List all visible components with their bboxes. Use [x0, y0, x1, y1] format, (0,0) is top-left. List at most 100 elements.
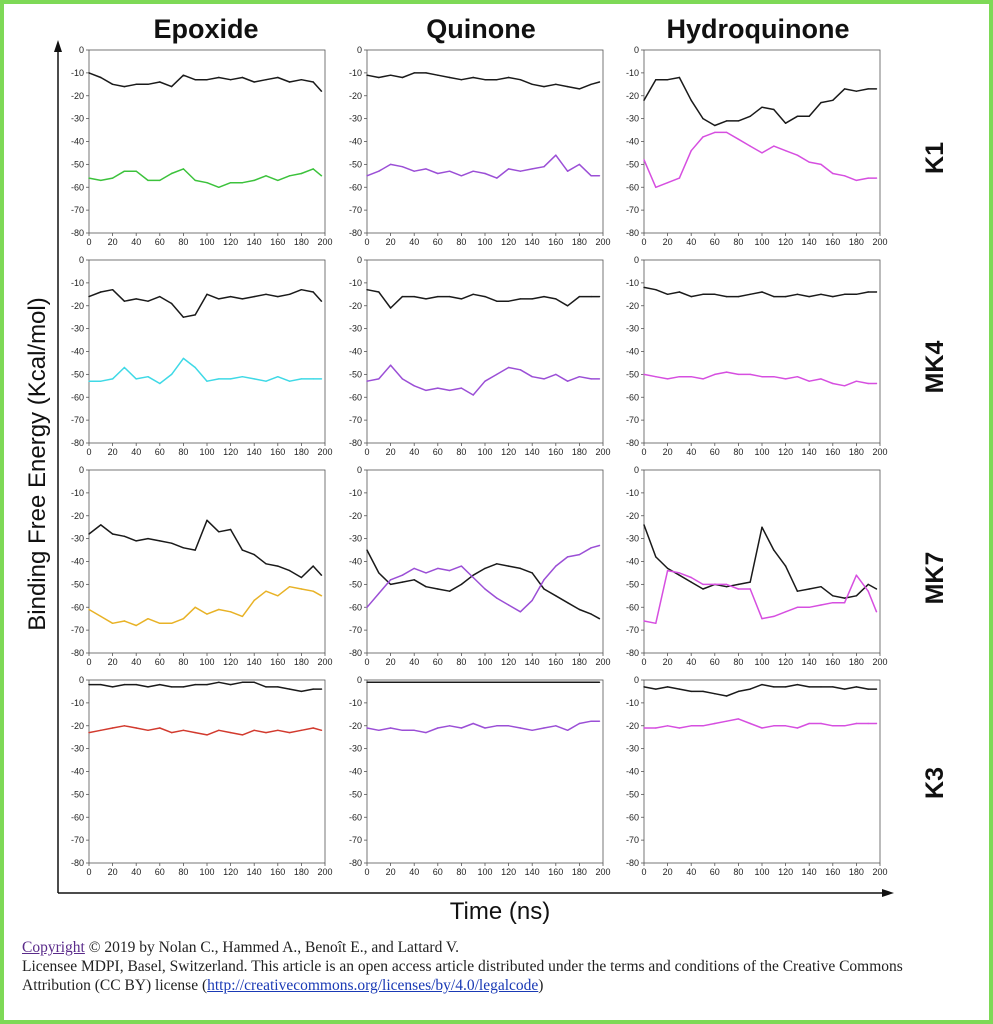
license-text: Licensee MDPI, Basel, Switzerland. This … [22, 958, 903, 994]
data-point-magenta [737, 373, 740, 376]
data-point-black [241, 298, 244, 300]
data-point-red [300, 729, 303, 731]
data-point-purple [555, 725, 557, 727]
data-point-red [206, 734, 208, 736]
x-tick-label: 120 [501, 237, 516, 247]
data-point-cyan [170, 373, 173, 376]
data-point-black [472, 293, 474, 295]
data-point-black [300, 576, 303, 579]
data-point-black [253, 295, 255, 298]
data-point-purple [413, 729, 415, 731]
y-tick-label: -60 [349, 602, 362, 612]
data-point-magenta [773, 615, 775, 618]
data-point-orange [123, 620, 126, 622]
data-point-black [229, 683, 232, 686]
data-point-black [820, 686, 822, 688]
x-tick-label: 20 [108, 237, 118, 247]
data-point-purple [507, 366, 510, 369]
data-point-black [277, 565, 279, 567]
data-point-black [496, 563, 498, 565]
data-point-black [702, 117, 704, 120]
data-point-red [111, 727, 114, 729]
y-tick-label: -30 [71, 534, 84, 544]
x-tick-label: 40 [131, 237, 141, 247]
data-point-magenta [796, 606, 799, 608]
data-point-magenta [843, 175, 846, 177]
data-point-black [460, 681, 463, 683]
x-tick-label: 180 [849, 237, 864, 247]
data-point-black [843, 88, 846, 90]
x-tick-label: 120 [778, 237, 793, 247]
y-tick-label: -50 [349, 789, 362, 799]
y-tick-label: -20 [626, 301, 639, 311]
series-line-black [366, 72, 600, 90]
data-point-black [761, 683, 763, 686]
data-point-magenta [761, 618, 763, 620]
data-point-black [590, 83, 592, 86]
global-y-axis-arrow [54, 40, 62, 52]
x-tick-label: 60 [433, 657, 443, 667]
data-point-black [265, 293, 267, 295]
data-point-black [737, 583, 740, 586]
data-point-cyan [288, 380, 291, 382]
data-point-black [253, 81, 255, 83]
data-point-purple [401, 166, 404, 168]
data-point-black [277, 76, 279, 79]
data-point-black [690, 295, 692, 298]
x-tick-label: 100 [477, 867, 492, 877]
data-point-cyan [123, 366, 126, 369]
data-point-purple [484, 172, 486, 175]
data-point-black [784, 686, 787, 688]
data-point-black [507, 565, 510, 567]
data-point-magenta [773, 376, 775, 378]
y-tick-label: -70 [626, 835, 639, 845]
data-point-black [714, 293, 716, 295]
data-point-black [312, 688, 314, 690]
x-tick-label: 120 [223, 657, 238, 667]
y-tick-label: -20 [626, 91, 639, 101]
x-tick-label: 120 [223, 447, 238, 457]
y-tick-label: -30 [71, 744, 84, 754]
data-point-black [484, 567, 486, 570]
data-point-magenta [855, 722, 858, 725]
x-tick-label: 140 [802, 237, 817, 247]
x-tick-label: 60 [710, 657, 720, 667]
copyright-link[interactable]: Copyright [22, 939, 85, 956]
data-point-magenta [855, 574, 858, 576]
x-tick-label: 200 [317, 867, 332, 877]
data-point-black [598, 295, 601, 298]
data-point-purple [566, 170, 569, 172]
data-point-red [265, 731, 267, 734]
data-point-black [312, 291, 314, 293]
license-url-link[interactable]: http://creativecommons.org/licenses/by/4… [207, 977, 539, 994]
data-point-black [300, 79, 303, 81]
x-tick-label: 200 [595, 447, 610, 457]
data-point-black [194, 79, 196, 81]
data-point-magenta [749, 145, 751, 147]
panel-k3-quinone: -80 -70 -60 -50 -40 -30 -20 -10 0 0 20 40 60 80 100 120… [349, 675, 611, 877]
y-tick-label: -50 [71, 579, 84, 589]
y-tick-label: -70 [626, 625, 639, 635]
x-tick-label: 160 [548, 657, 563, 667]
plot-frame [366, 679, 604, 864]
y-tick-label: -60 [626, 602, 639, 612]
data-point-cyan [300, 378, 303, 380]
x-tick-label: 20 [386, 867, 396, 877]
x-tick-label: 140 [247, 447, 262, 457]
data-point-purple [531, 168, 533, 170]
x-tick-label: 60 [155, 867, 165, 877]
data-point-black [437, 295, 439, 298]
data-point-green [147, 179, 149, 182]
x-tick-label: 180 [294, 447, 309, 457]
data-point-magenta [678, 177, 681, 179]
data-point-orange [206, 613, 208, 615]
data-point-black [678, 574, 681, 576]
data-point-black [578, 608, 581, 611]
data-point-black [472, 574, 474, 576]
data-point-black [796, 590, 799, 592]
x-tick-label: 200 [317, 657, 332, 667]
series-line-black [643, 524, 877, 599]
data-point-magenta [784, 725, 787, 727]
y-tick-label: -80 [626, 438, 639, 448]
y-tick-label: -60 [71, 812, 84, 822]
